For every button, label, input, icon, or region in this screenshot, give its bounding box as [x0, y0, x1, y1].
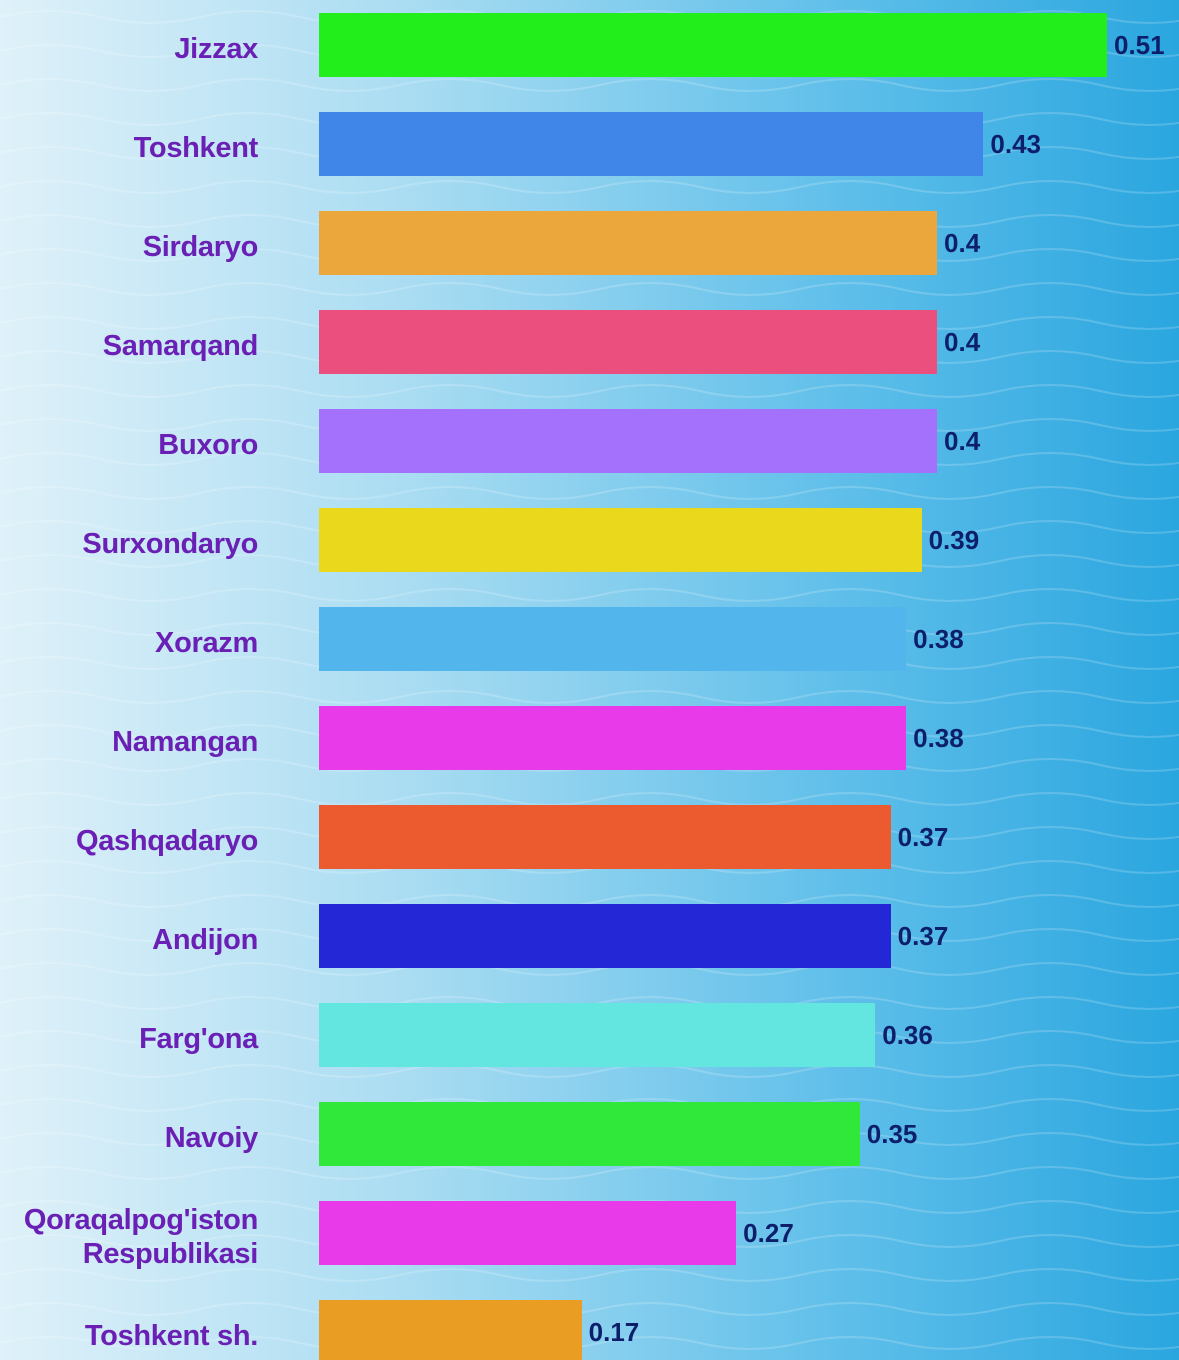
category-label: Andijon	[152, 924, 258, 956]
bar	[319, 13, 1107, 77]
value-label: 0.4	[944, 327, 981, 357]
bar	[319, 1102, 860, 1166]
category-label: Toshkent	[133, 132, 259, 164]
category-label: Buxoro	[158, 429, 258, 461]
category-label: Toshkent sh.	[84, 1320, 258, 1352]
value-label: 0.51	[1114, 30, 1165, 60]
bar	[319, 211, 938, 275]
bar	[319, 607, 907, 671]
bar	[319, 112, 984, 176]
bar	[319, 1003, 876, 1067]
value-label: 0.37	[897, 921, 949, 951]
value-label: 0.37	[897, 822, 949, 852]
bar	[319, 904, 891, 968]
value-label: 0.39	[928, 525, 980, 555]
category-label: Navoiy	[164, 1122, 259, 1154]
category-label: Qoraqalpog'iston Respublikasi	[23, 1204, 258, 1270]
bar	[319, 706, 907, 770]
category-label: Jizzax	[174, 33, 258, 65]
category-label: Surxondaryo	[82, 528, 258, 560]
value-label: 0.36	[882, 1020, 933, 1050]
value-label: 0.27	[743, 1218, 794, 1248]
category-label: Farg'ona	[139, 1023, 258, 1055]
bar	[319, 310, 938, 374]
bar	[319, 1300, 582, 1360]
category-label: Namangan	[112, 726, 258, 758]
bar	[319, 1201, 737, 1265]
category-label: Qashqadaryo	[75, 825, 258, 857]
bar	[319, 409, 938, 473]
value-label: 0.4	[944, 426, 981, 456]
value-label: 0.38	[913, 624, 964, 654]
bar	[319, 805, 891, 869]
category-label: Sirdaryo	[142, 231, 259, 263]
value-label: 0.4	[944, 228, 981, 258]
value-label: 0.38	[913, 723, 964, 753]
category-label: Xorazm	[155, 627, 258, 659]
bar	[319, 508, 922, 572]
value-label: 0.35	[866, 1119, 918, 1149]
value-label: 0.17	[588, 1317, 640, 1347]
value-label: 0.43	[990, 129, 1041, 159]
category-label: Samarqand	[102, 330, 259, 362]
